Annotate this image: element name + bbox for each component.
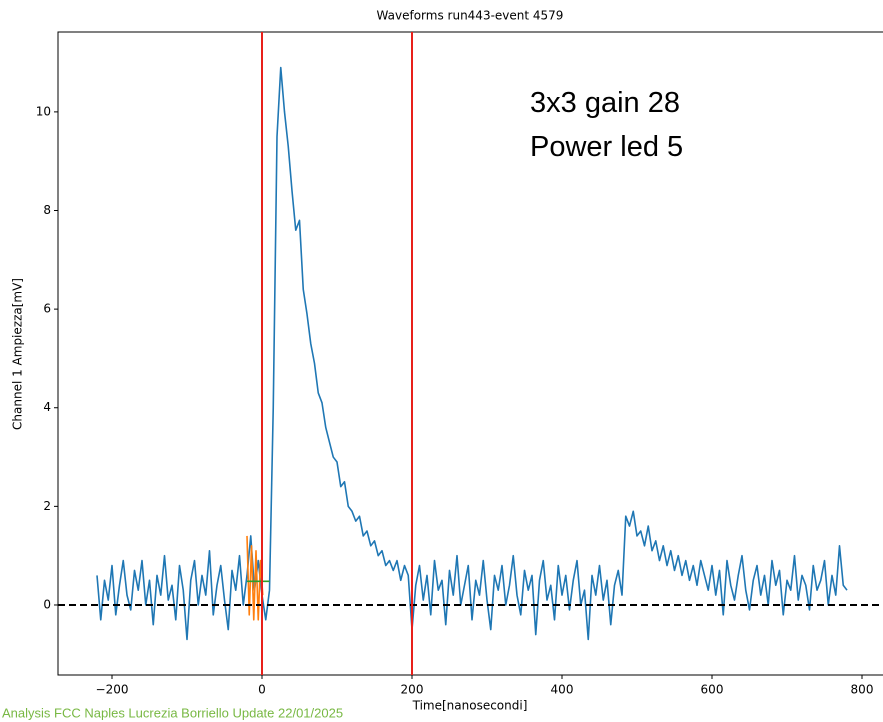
y-axis-label: Channel 1 Ampiezza[mV] bbox=[11, 278, 25, 430]
x-tick-label: 400 bbox=[551, 683, 574, 697]
x-tick-label: 800 bbox=[851, 683, 874, 697]
annotation: Power led 5 bbox=[530, 131, 683, 163]
chart-title: Waveforms run443-event 4579 bbox=[377, 9, 564, 23]
y-tick-label: 8 bbox=[43, 203, 51, 217]
y-tick-label: 6 bbox=[43, 302, 51, 316]
y-tick-label: 4 bbox=[43, 400, 51, 414]
annotation: 3x3 gain 28 bbox=[530, 87, 680, 119]
x-tick-label: 200 bbox=[401, 683, 424, 697]
footer: Analysis FCC Naples Lucrezia Borriello U… bbox=[2, 705, 343, 720]
x-tick-label: 0 bbox=[258, 683, 266, 697]
x-tick-label: −200 bbox=[96, 683, 129, 697]
x-axis-label: Time[nanosecondi] bbox=[412, 699, 528, 713]
series-line bbox=[246, 535, 264, 621]
y-tick-label: 10 bbox=[36, 104, 51, 118]
axes-frame bbox=[57, 31, 883, 676]
x-tick-label: 600 bbox=[701, 683, 724, 697]
y-tick-label: 0 bbox=[43, 597, 51, 611]
series-line bbox=[96, 66, 848, 641]
y-tick-label: 2 bbox=[43, 499, 51, 513]
